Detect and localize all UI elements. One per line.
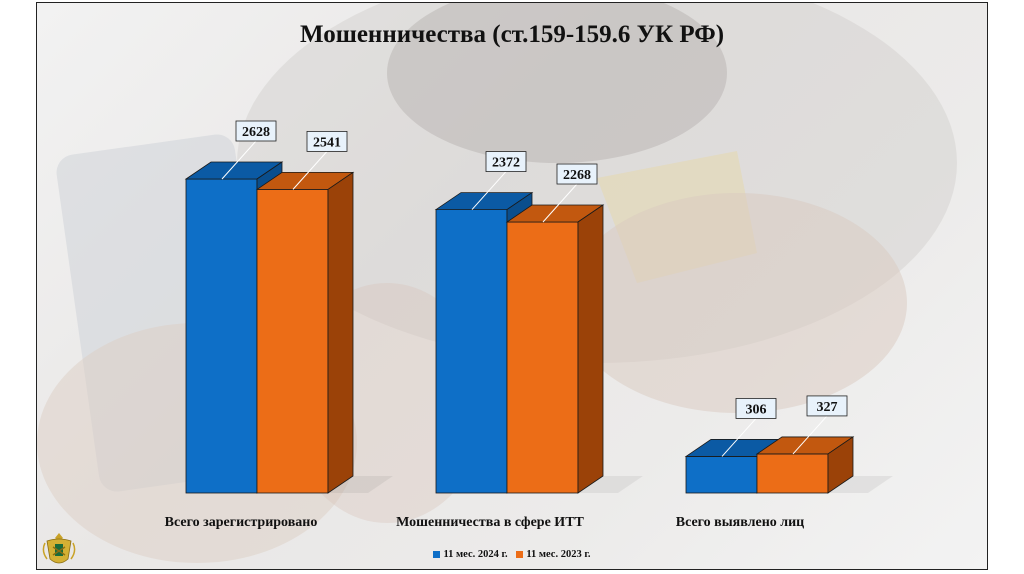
data-label-text: 2268	[563, 168, 591, 183]
data-label-1-1: 2268	[542, 163, 598, 223]
category-label-itt-fraud: Мошенничества в сфере ИТТ	[396, 515, 584, 530]
legend-item-2023: 11 мес. 2023 г.	[516, 549, 591, 560]
bar-0-1	[255, 171, 393, 494]
prosecutor-emblem-icon	[42, 533, 76, 564]
legend: 11 мес. 2024 г. 11 мес. 2023 г.	[37, 549, 987, 561]
bar-1-1	[505, 204, 643, 494]
legend-label-2024: 11 мес. 2024 г.	[443, 549, 508, 560]
data-label-2-0: 306	[721, 398, 777, 457]
category-label-persons-identified: Всего выявлено лиц	[675, 515, 805, 530]
chart-canvas: 2628 2541 2372 2268 306 327	[184, 120, 893, 494]
data-label-text: 306	[746, 402, 767, 417]
data-label-2-1: 327	[792, 395, 848, 455]
chart-title: Мошенничества (ст.159-159.6 УК РФ)	[299, 21, 725, 48]
category-label-registered: Всего зарегистрировано	[164, 515, 318, 530]
bar-2-1	[755, 436, 893, 494]
data-label-0-0: 2628	[221, 120, 277, 180]
data-label-text: 2628	[242, 125, 270, 140]
data-label-text: 327	[817, 400, 838, 415]
chart-slide: 2628 2541 2372 2268 306 327 Мошенничества (ст…	[36, 2, 988, 570]
data-label-text: 2372	[492, 156, 520, 171]
legend-label-2023: 11 мес. 2023 г.	[526, 549, 591, 560]
legend-item-2024: 11 мес. 2024 г.	[433, 549, 508, 560]
data-label-text: 2541	[313, 135, 341, 150]
data-label-1-0: 2372	[471, 151, 527, 210]
legend-swatch-2023	[516, 551, 524, 558]
legend-swatch-2024	[433, 551, 441, 558]
data-label-0-1: 2541	[292, 130, 348, 190]
